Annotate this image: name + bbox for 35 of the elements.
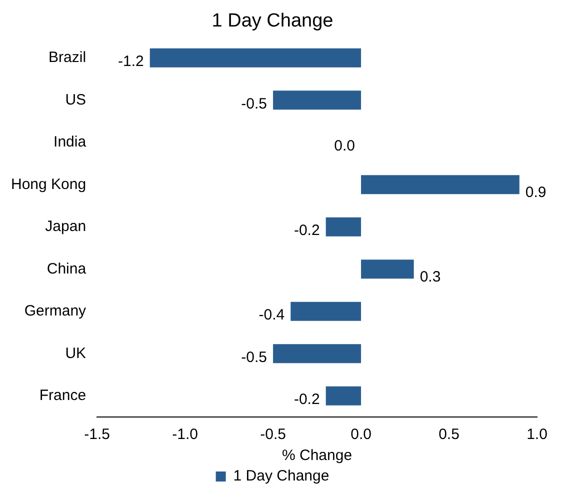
bar (361, 175, 520, 194)
x-tick-label: -1.0 (172, 426, 198, 444)
data-label: -0.5 (241, 95, 268, 112)
y-tick-label: Brazil (48, 49, 86, 66)
data-label: -0.2 (294, 222, 320, 240)
chart-title: 1 Day Change (212, 10, 334, 32)
bar (150, 48, 362, 68)
legend-label: 1 Day Change (233, 468, 330, 485)
data-label: 0.0 (334, 138, 356, 155)
bar (361, 260, 414, 279)
data-label: -1.2 (118, 53, 144, 70)
y-tick-label: Japan (45, 218, 86, 236)
bar (326, 386, 362, 406)
y-tick-label: Germany (24, 302, 87, 320)
y-tick-label: France (39, 387, 86, 404)
x-axis-title: % Change (282, 447, 352, 464)
y-tick-label: Hong Kong (10, 176, 86, 193)
bar (326, 217, 362, 236)
x-tick-label: -0.5 (260, 426, 286, 444)
y-tick-label: UK (65, 344, 86, 362)
data-label: -0.2 (294, 391, 320, 408)
x-tick-label: 0.0 (350, 426, 372, 444)
data-label: 0.3 (420, 268, 441, 286)
data-label: -0.4 (258, 306, 285, 324)
x-tick-label: 1.0 (526, 426, 548, 444)
y-tick-label: US (65, 91, 86, 108)
bar (273, 90, 362, 110)
data-label: -0.5 (241, 348, 268, 366)
x-tick-label: 0.5 (438, 426, 460, 444)
bar (273, 344, 362, 364)
bar (290, 302, 362, 321)
x-tick-label: -1.5 (84, 426, 110, 444)
y-tick-label: India (54, 134, 87, 151)
y-tick-label: China (46, 260, 87, 278)
data-label: 0.9 (525, 184, 546, 201)
